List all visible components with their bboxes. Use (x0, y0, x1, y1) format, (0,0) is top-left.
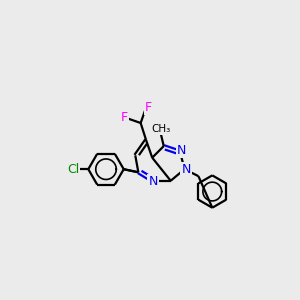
Text: N: N (177, 144, 186, 157)
Text: F: F (145, 101, 152, 114)
Text: Cl: Cl (67, 163, 79, 176)
Text: F: F (121, 111, 128, 124)
Text: N: N (148, 175, 158, 188)
Text: N: N (182, 164, 191, 176)
Text: CH₃: CH₃ (152, 124, 171, 134)
